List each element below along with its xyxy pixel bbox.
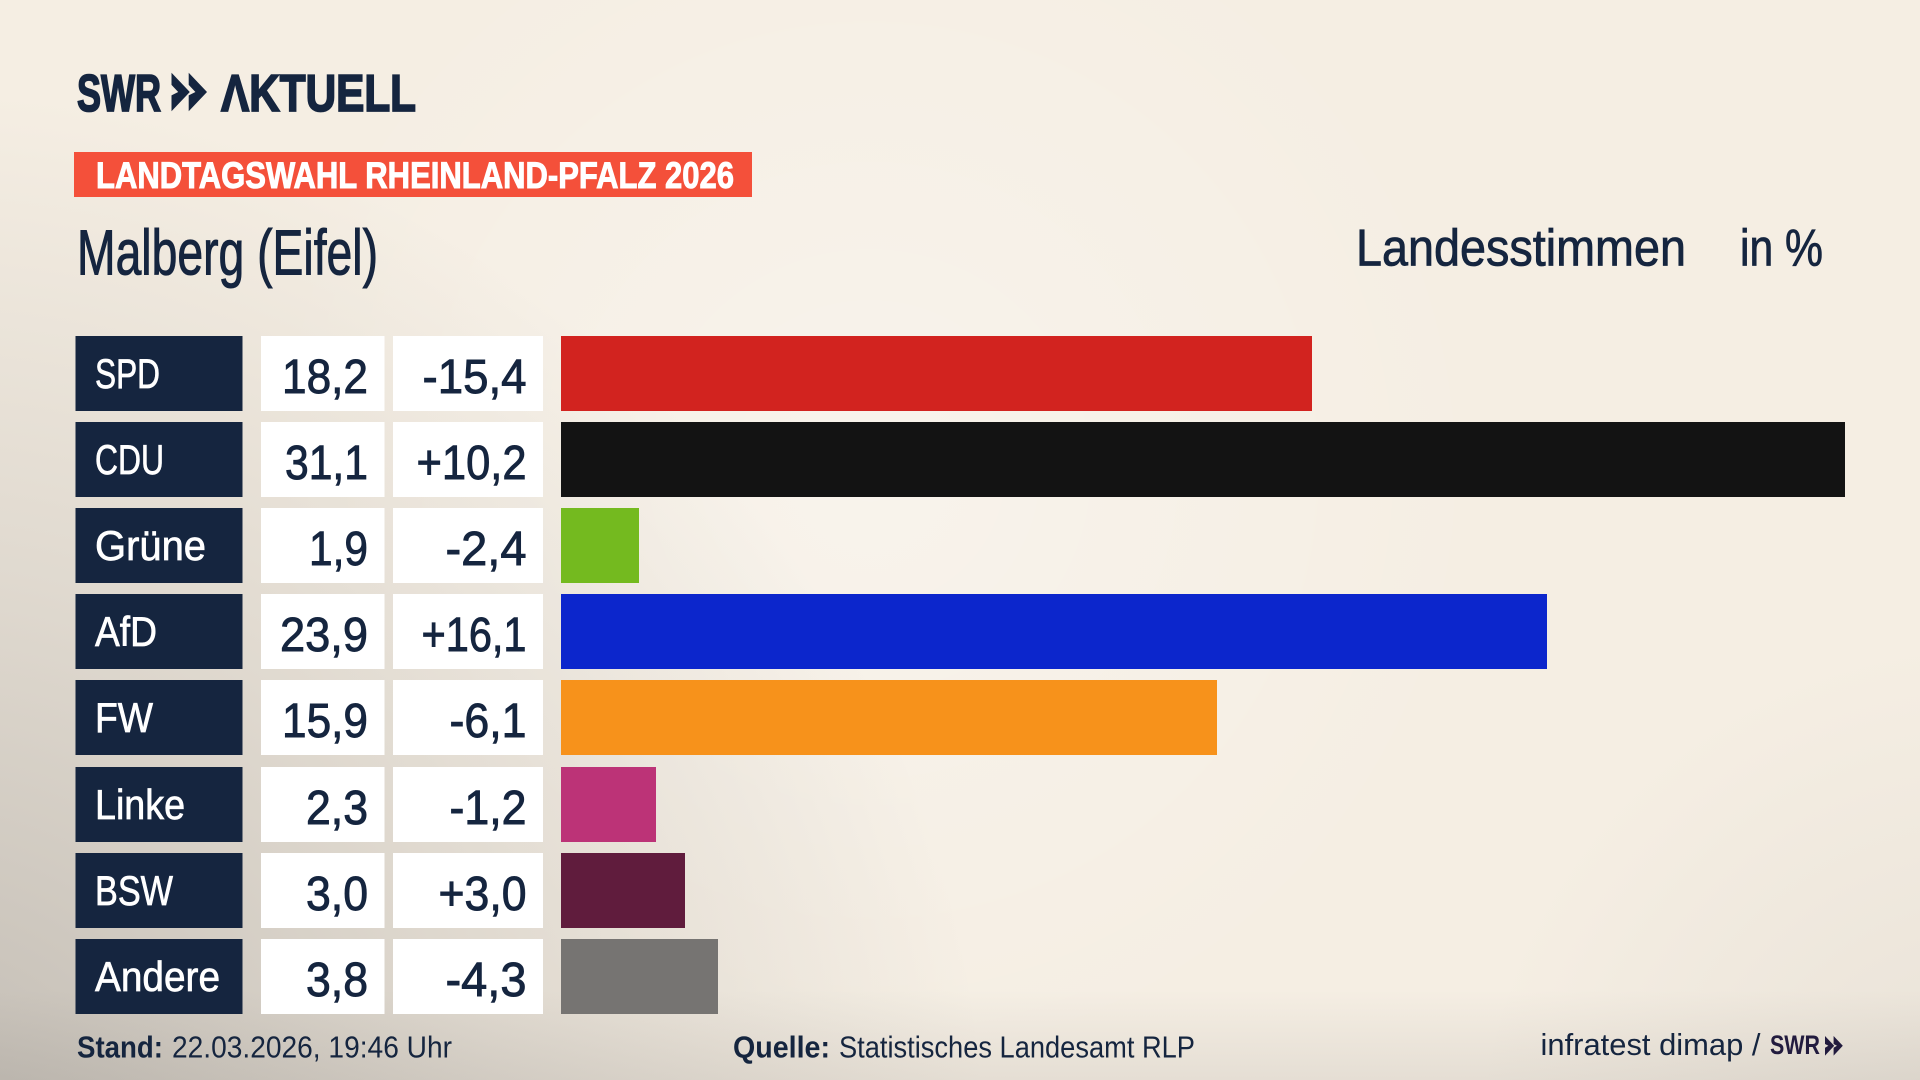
svg-text:Linke: Linke [95,781,185,828]
svg-text:15,9: 15,9 [282,695,368,748]
svg-text:3,0: 3,0 [306,868,368,921]
svg-text:+3,0: +3,0 [439,868,527,921]
svg-text:LANDTAGSWAHL RHEINLAND-PFALZ 2: LANDTAGSWAHL RHEINLAND-PFALZ 2026 [96,155,734,196]
svg-text:22.03.2026, 19:46 Uhr: 22.03.2026, 19:46 Uhr [172,1030,452,1065]
svg-text:FW: FW [95,694,153,741]
svg-text:BSW: BSW [95,867,173,914]
svg-text:infratest dimap /: infratest dimap / [1541,1027,1761,1062]
svg-text:-1,2: -1,2 [450,782,527,835]
svg-text:in %: in % [1740,219,1823,277]
svg-text:31,1: 31,1 [285,437,368,490]
svg-text:SWR: SWR [77,65,161,123]
svg-text:1,9: 1,9 [309,523,368,576]
svg-text:Landesstimmen: Landesstimmen [1356,219,1686,277]
svg-text:-15,4: -15,4 [423,351,527,404]
svg-text:+10,2: +10,2 [417,437,527,490]
svg-text:SPD: SPD [95,350,160,397]
svg-text:AfD: AfD [95,608,157,655]
svg-text:2,3: 2,3 [306,782,368,835]
svg-text:-2,4: -2,4 [446,523,527,576]
svg-text:Statistisches Landesamt RLP: Statistisches Landesamt RLP [839,1030,1195,1065]
svg-text:CDU: CDU [95,436,164,483]
svg-text:3,8: 3,8 [306,954,368,1007]
svg-text:23,9: 23,9 [280,609,368,662]
svg-text:ΛKTUELL: ΛKTUELL [221,65,416,123]
svg-text:Malberg (Eifel): Malberg (Eifel) [77,217,378,289]
svg-text:SWR: SWR [1770,1030,1820,1060]
svg-text:Quelle:: Quelle: [733,1030,830,1065]
svg-text:18,2: 18,2 [282,351,368,404]
svg-text:-6,1: -6,1 [450,695,527,748]
svg-text:+16,1: +16,1 [422,609,527,662]
svg-text:-4,3: -4,3 [446,954,527,1007]
svg-text:Andere: Andere [95,953,220,1000]
svg-text:Stand:: Stand: [77,1030,163,1065]
svg-text:Grüne: Grüne [95,522,206,569]
